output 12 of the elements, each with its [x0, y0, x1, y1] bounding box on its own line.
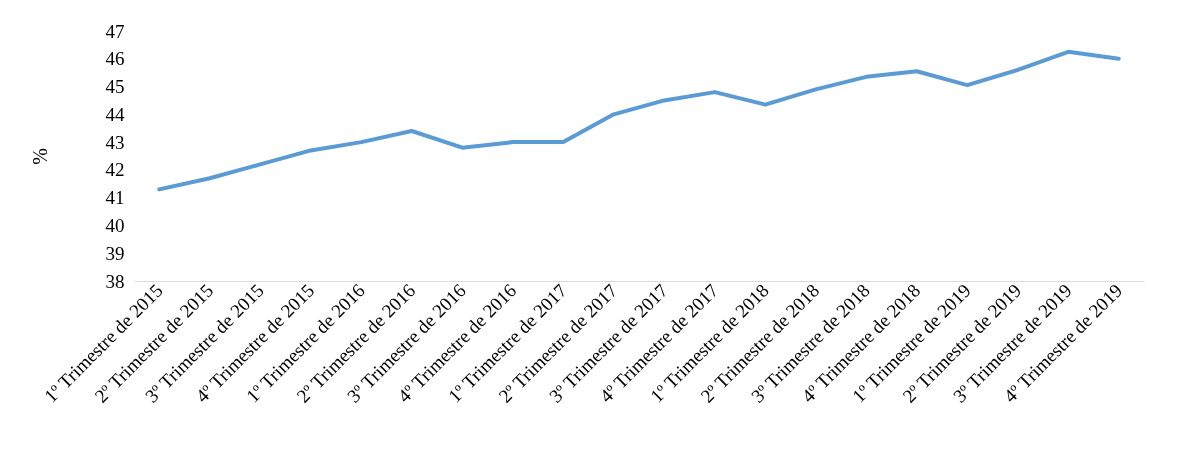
y-axis-title: % — [28, 148, 51, 165]
y-tick-label: 43 — [105, 131, 125, 153]
y-tick-label: 41 — [105, 187, 125, 209]
y-tick-label: 38 — [105, 270, 125, 292]
y-tick-label: 44 — [105, 103, 125, 125]
y-tick-label: 45 — [105, 76, 125, 98]
y-tick-label: 40 — [105, 214, 125, 236]
y-tick-label: 46 — [105, 48, 125, 70]
y-tick-label: 42 — [105, 159, 125, 181]
y-tick-label: 39 — [105, 242, 125, 264]
y-tick-label: 47 — [105, 20, 125, 42]
line-series — [157, 49, 1121, 192]
